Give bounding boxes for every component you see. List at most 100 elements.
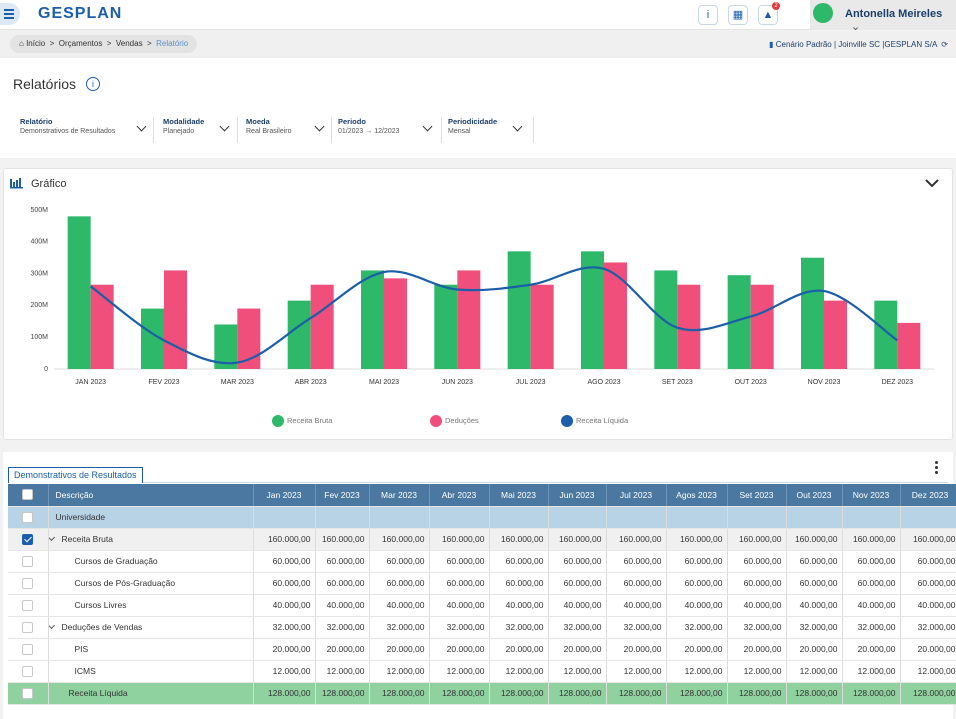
value-cell: 32.000,00 xyxy=(666,616,728,639)
breadcrumb-current: Relatório xyxy=(156,39,189,48)
legend-item[interactable]: Receita Bruta xyxy=(272,415,333,427)
checkbox[interactable] xyxy=(22,511,34,523)
value-cell: 60.000,00 xyxy=(489,550,549,573)
value-cell: 40.000,00 xyxy=(786,594,843,617)
row-label-cell: ICMS xyxy=(48,660,254,683)
menu-button[interactable] xyxy=(0,3,20,25)
value-cell: 40.000,00 xyxy=(666,594,728,617)
column-header: Agos 2023 xyxy=(666,484,728,507)
bar xyxy=(750,284,774,369)
table-row: Cursos de Graduação 60.000,00 60.000,00 60.… xyxy=(8,550,956,573)
info-icon[interactable]: i xyxy=(86,77,100,91)
user-menu[interactable] xyxy=(810,0,956,30)
checkbox[interactable] xyxy=(22,555,34,567)
value-cell: 32.000,00 xyxy=(315,616,370,639)
chart-icon xyxy=(10,178,23,189)
more-button[interactable] xyxy=(935,461,939,476)
column-header: Mai 2023 xyxy=(489,484,549,507)
filter-value: Planejado xyxy=(163,128,195,135)
x-tick-label: NOV 2023 xyxy=(808,379,841,386)
expand-toggle[interactable] xyxy=(48,621,55,630)
value-cell: 40.000,00 xyxy=(727,594,787,617)
value-cell: 12.000,00 xyxy=(842,660,901,683)
row-checkbox xyxy=(8,660,49,683)
expand-toggle[interactable] xyxy=(48,533,55,542)
row-label-cell: Receita Bruta xyxy=(48,528,254,551)
context[interactable]: ▮ Cenário Padrão | Joinville SC |GESPLAN… xyxy=(769,40,948,49)
filter[interactable]: Relatório Demonstrativos de Resultados xyxy=(20,117,154,143)
title-bar xyxy=(0,58,956,158)
value-cell: 128.000,00 xyxy=(369,682,430,705)
value-cell: 60.000,00 xyxy=(727,572,787,595)
user-name-text: Antonella Meireles xyxy=(845,8,943,20)
user-name[interactable]: Antonella Meireles ⌄ xyxy=(845,8,943,33)
value-cell: 160.000,00 xyxy=(842,528,901,551)
row-label: Deduções de Vendas xyxy=(61,622,143,632)
row-checkbox xyxy=(8,572,49,595)
value-cell: 60.000,00 xyxy=(727,550,787,573)
apps-button[interactable]: ▦ xyxy=(728,5,748,25)
value-cell: 20.000,00 xyxy=(253,638,316,661)
row-checkbox xyxy=(8,594,49,617)
checkbox[interactable] xyxy=(22,621,34,633)
value-cell: 12.000,00 xyxy=(548,660,607,683)
row-label-cell: Universidade xyxy=(48,506,254,529)
chart: Gráfico 0 100M 200M 300M 400M 500M JAN 2023 FEV… xyxy=(10,178,939,427)
bar xyxy=(677,284,701,369)
value-cell: 20.000,00 xyxy=(900,638,956,661)
tab[interactable]: Demonstrativos de Resultados xyxy=(8,467,143,483)
filter[interactable]: Periodo 01/2023 → 12/2023 xyxy=(338,117,442,143)
notifications-button[interactable]: ▲ xyxy=(758,5,778,25)
header-checkbox xyxy=(8,484,49,507)
logo[interactable]: GESPLAN xyxy=(38,5,123,22)
breadcrumb-item[interactable]: Vendas xyxy=(115,39,143,48)
value-cell: 60.000,00 xyxy=(606,572,667,595)
value-cell: 60.000,00 xyxy=(315,550,370,573)
column-header: Fev 2023 xyxy=(315,484,370,507)
checkbox[interactable] xyxy=(22,489,34,501)
checkbox[interactable] xyxy=(22,643,34,655)
breadcrumb-item[interactable]: Orçamentos xyxy=(58,39,103,48)
collapse-button[interactable] xyxy=(925,179,939,188)
value-cell: 128.000,00 xyxy=(429,682,490,705)
filter[interactable]: Moeda Real Brasileiro xyxy=(246,117,332,143)
legend-item[interactable]: Deduções xyxy=(430,415,479,427)
value-cell: 12.000,00 xyxy=(900,660,956,683)
row-checkbox xyxy=(8,528,49,551)
checkbox[interactable] xyxy=(22,577,34,589)
checkbox[interactable] xyxy=(22,599,34,611)
table-row: ICMS 12.000,00 12.000,00 12.000,00 12.000,00… xyxy=(8,660,956,683)
checkbox[interactable] xyxy=(22,687,34,699)
row-checkbox xyxy=(8,506,49,529)
value-cell xyxy=(548,506,607,529)
table-row: Cursos de Pós-Graduação 60.000,00 60.000,0… xyxy=(8,572,956,595)
x-tick-label: JUN 2023 xyxy=(442,379,473,386)
legend-label: Deduções xyxy=(445,416,479,425)
filter-from: 01/2023 xyxy=(338,128,364,135)
table-row: Receita Líquida 128.000,00 128.000,00 128.0… xyxy=(8,682,956,705)
column-header: Jul 2023 xyxy=(606,484,667,507)
value-cell: 160.000,00 xyxy=(369,528,430,551)
bar xyxy=(141,308,164,369)
bar xyxy=(530,284,554,369)
y-tick-label: 200M xyxy=(30,302,48,309)
value-cell xyxy=(369,506,430,529)
legend-swatch xyxy=(561,415,573,427)
bar xyxy=(897,322,921,369)
legend-item[interactable]: Receita Líquida xyxy=(561,415,629,427)
info-button[interactable]: i xyxy=(698,5,718,25)
table-wrap: Descrição Jan 2023 Fev 2023 Mar 2023 Abr 202… xyxy=(8,484,956,706)
checkbox[interactable] xyxy=(22,665,34,677)
filter[interactable]: Modalidade Planejado xyxy=(163,117,238,143)
row-label: ICMS xyxy=(74,666,96,676)
row-checkbox xyxy=(8,616,49,639)
value-cell: 32.000,00 xyxy=(786,616,843,639)
checkbox[interactable] xyxy=(22,533,34,545)
value-cell: 60.000,00 xyxy=(842,550,901,573)
value-cell: 12.000,00 xyxy=(666,660,728,683)
breadcrumb-item[interactable]: Início xyxy=(26,39,46,48)
bar xyxy=(604,262,627,369)
value-cell xyxy=(315,506,370,529)
filter[interactable]: Periodicidade Mensal xyxy=(448,117,534,143)
